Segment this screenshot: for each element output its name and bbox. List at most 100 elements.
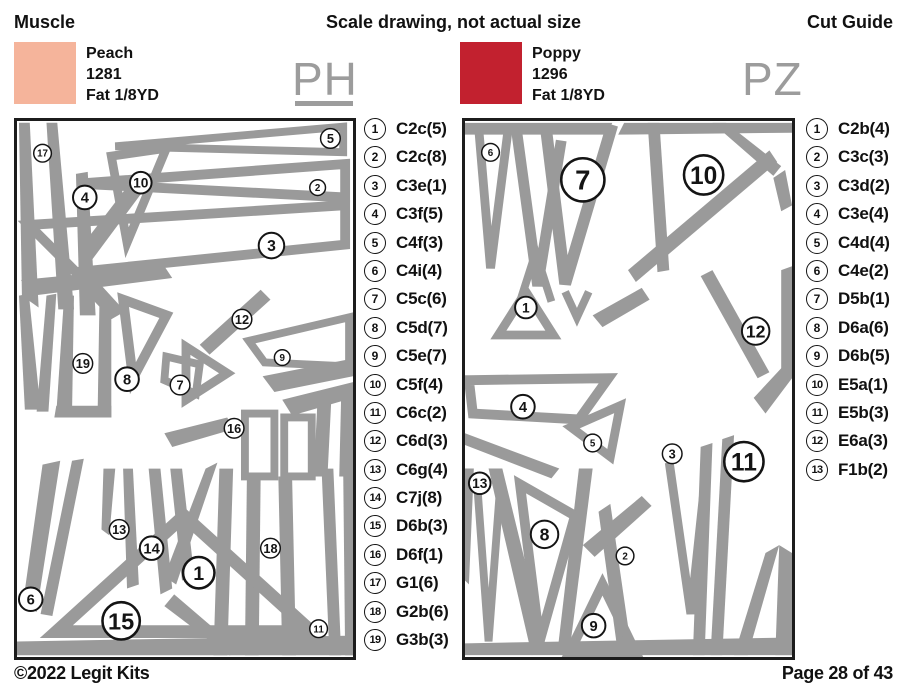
piece-marker-circle [32, 143, 53, 163]
legend-label: E5a(1) [838, 374, 888, 394]
piece-marker-number: 14 [143, 541, 160, 557]
piece-marker-circle [231, 308, 253, 330]
copyright-text: ©2022 Legit Kits [14, 663, 150, 683]
piece-marker-number: 3 [267, 238, 276, 255]
piece-marker-number: 6 [27, 593, 35, 609]
legend-item: 3 C3e(1) [364, 174, 449, 197]
legend-label: D5b(1) [838, 289, 890, 309]
legend-item: 13 C6g(4) [364, 458, 449, 481]
legend-number-badge: 7 [364, 288, 386, 311]
piece-marker-circle [223, 417, 245, 439]
cut-guide-heading: Cut Guide [807, 12, 893, 32]
piece-marker-number: 8 [540, 525, 550, 545]
legend-number-badge: 15 [364, 515, 386, 538]
ph-cut-panel: 17 4 10 5 2 3 12 9 19 8 7 16 13 14 18 6 1 15 11 [14, 118, 356, 660]
legend-label: C2c(5) [396, 119, 447, 138]
legend-label: D6b(5) [838, 346, 890, 366]
legend-number-badge: 8 [364, 316, 386, 339]
legend-number-badge: 2 [806, 146, 828, 169]
piece-marker-number: 10 [690, 163, 717, 190]
legend-label: C2c(8) [396, 147, 447, 167]
poppy-fabric-info: Poppy 1296 Fat 1/8YD [532, 43, 605, 106]
legend-item: 1 C2c(5) [364, 118, 449, 140]
legend-label: G2b(6) [396, 601, 449, 621]
piece-marker-number: 4 [519, 400, 528, 416]
piece-marker-number: 2 [622, 551, 628, 562]
piece-marker-circle [17, 586, 44, 613]
legend-item: 8 C5d(7) [364, 316, 449, 339]
legend-label: C3e(1) [396, 175, 447, 195]
piece-marker-circle [309, 179, 327, 197]
piece-marker-number: 16 [227, 421, 241, 436]
panel-code-pz: PZ [742, 53, 803, 105]
legend-item: 4 C3f(5) [364, 203, 449, 226]
pz-cut-panel: 6 7 10 1 12 4 5 3 11 13 8 2 9 [462, 118, 795, 660]
legend-item: 5 C4f(3) [364, 231, 449, 254]
legend-number-badge: 6 [364, 259, 386, 282]
piece-marker-circle [480, 142, 501, 162]
legend-number-badge: 6 [806, 259, 828, 282]
piece-marker-number: 3 [669, 446, 676, 461]
legend-number-badge: 9 [806, 345, 828, 368]
legend-item: 12 C6d(3) [364, 430, 449, 453]
piece-marker-number: 4 [81, 191, 90, 207]
legend-item: 8 D6a(6) [806, 316, 890, 339]
legend-item: 7 D5b(1) [806, 288, 890, 311]
piece-marker-circle [101, 600, 142, 641]
legend-item: 18 G2b(6) [364, 600, 449, 623]
legend-label: F1b(2) [838, 459, 888, 479]
legend-label: C6c(2) [396, 402, 447, 422]
fabric-name: Peach [86, 45, 134, 62]
legend-item: 16 D6f(1) [364, 543, 449, 566]
piece-marker-circle [72, 184, 98, 211]
legend-label: E6a(3) [838, 431, 888, 451]
legend-label: D6a(6) [838, 317, 889, 337]
ph-underline [295, 101, 353, 106]
piece-marker-number: 8 [123, 372, 131, 388]
legend-item: 13 F1b(2) [806, 458, 890, 481]
legend-item: 14 C7j(8) [364, 487, 449, 510]
legend-number-badge: 18 [364, 600, 386, 623]
piece-marker-number: 18 [263, 541, 277, 556]
piece-marker-circle [309, 619, 329, 639]
ph-cut-diagram: 17 4 10 5 2 3 12 9 19 8 7 16 13 14 18 6 1 15 11 [17, 122, 353, 656]
fabric-amount: Fat 1/8YD [86, 87, 159, 104]
legend-label: D6b(3) [396, 516, 448, 536]
pz-cut-shapes [465, 122, 792, 657]
piece-marker-circle [661, 443, 683, 465]
piece-marker-circle [273, 348, 291, 367]
legend-label: C5c(6) [396, 289, 447, 309]
legend-number-badge: 5 [364, 231, 386, 254]
ph-cut-shapes [17, 122, 353, 656]
panel-code-ph: PH [292, 53, 358, 105]
legend-item: 4 C3e(4) [806, 203, 890, 226]
legend-number-badge: 4 [806, 203, 828, 226]
piece-marker-number: 7 [575, 165, 590, 196]
piece-marker-circle [319, 127, 341, 150]
legend-label: C5d(7) [396, 317, 448, 337]
legend-item: 6 C4i(4) [364, 259, 449, 282]
legend-label: C6d(3) [396, 431, 448, 451]
ph-piece-markers: 17 4 10 5 2 3 12 9 19 8 7 16 13 14 18 6 1 15 11 [17, 127, 341, 641]
legend-item: 11 E5b(3) [806, 401, 890, 424]
legend-label: C5e(7) [396, 346, 447, 366]
fabric-number: 1296 [532, 66, 568, 83]
legend-item: 3 C3d(2) [806, 174, 890, 197]
legend-item: 11 C6c(2) [364, 401, 449, 424]
legend-number-badge: 5 [806, 231, 828, 254]
fabric-amount: Fat 1/8YD [532, 87, 605, 104]
piece-marker-number: 10 [133, 176, 149, 191]
ph-legend: 1 C2c(5) 2 C2c(8) 3 C3e(1) 4 C3f(5) 5 C4f(3) 6 C4i(… [364, 118, 449, 657]
piece-marker-number: 17 [37, 149, 48, 160]
piece-marker-circle [682, 154, 725, 196]
piece-marker-circle [108, 518, 130, 541]
piece-marker-circle [467, 471, 492, 496]
piece-marker-number: 9 [590, 619, 598, 635]
piece-marker-circle [114, 366, 140, 392]
piece-marker-circle [257, 231, 286, 260]
legend-label: C2b(4) [838, 119, 890, 138]
piece-marker-number: 15 [108, 608, 134, 634]
legend-number-badge: 13 [806, 458, 828, 481]
fabric-name: Poppy [532, 45, 581, 62]
